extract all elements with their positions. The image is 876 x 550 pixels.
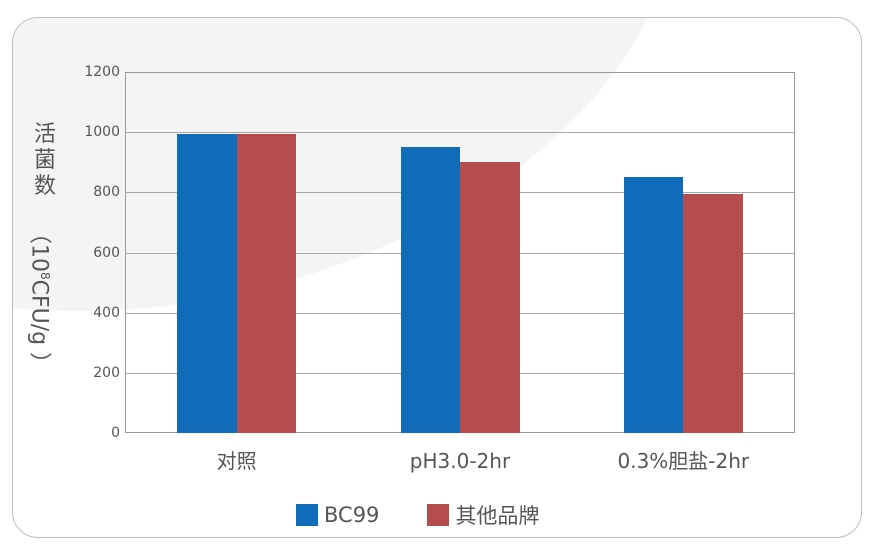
- y-tick-label: 600: [93, 245, 120, 261]
- y-tick-label: 1000: [84, 124, 120, 140]
- bar-other-brand: [460, 162, 520, 433]
- y-tick-label: 400: [93, 305, 120, 321]
- legend-swatch-bc99: [296, 504, 318, 526]
- y-tick-label: 800: [93, 184, 120, 200]
- x-category-label: pH3.0-2hr: [409, 449, 511, 473]
- legend-item-other-brand: 其他品牌: [427, 500, 539, 530]
- bar-other-brand: [236, 133, 297, 433]
- bar-bc99: [400, 147, 460, 433]
- y-axis-title: 活菌数 （108CFU/g ）: [27, 122, 58, 374]
- bar-bc99: [623, 177, 684, 433]
- bar-other-brand: [683, 193, 743, 433]
- legend-label-other-brand: 其他品牌: [455, 504, 540, 528]
- bar-bc99: [177, 133, 237, 433]
- y-tick-label: 0: [111, 425, 120, 441]
- gridline: [125, 132, 795, 133]
- legend: BC99 其他品牌: [296, 500, 587, 530]
- x-category-label: 0.3%胆盐-2hr: [617, 449, 750, 473]
- y-tick-label: 1200: [84, 64, 120, 80]
- y-tick-label: 200: [93, 365, 120, 381]
- x-category-label: 对照: [216, 449, 257, 473]
- legend-swatch-other-brand: [427, 504, 450, 526]
- legend-label-bc99: BC99: [324, 503, 380, 527]
- legend-item-bc99: BC99: [296, 503, 379, 527]
- y-axis-title-main: 活菌数: [33, 122, 56, 199]
- y-axis-title-unit: （108CFU/g ）: [26, 222, 52, 375]
